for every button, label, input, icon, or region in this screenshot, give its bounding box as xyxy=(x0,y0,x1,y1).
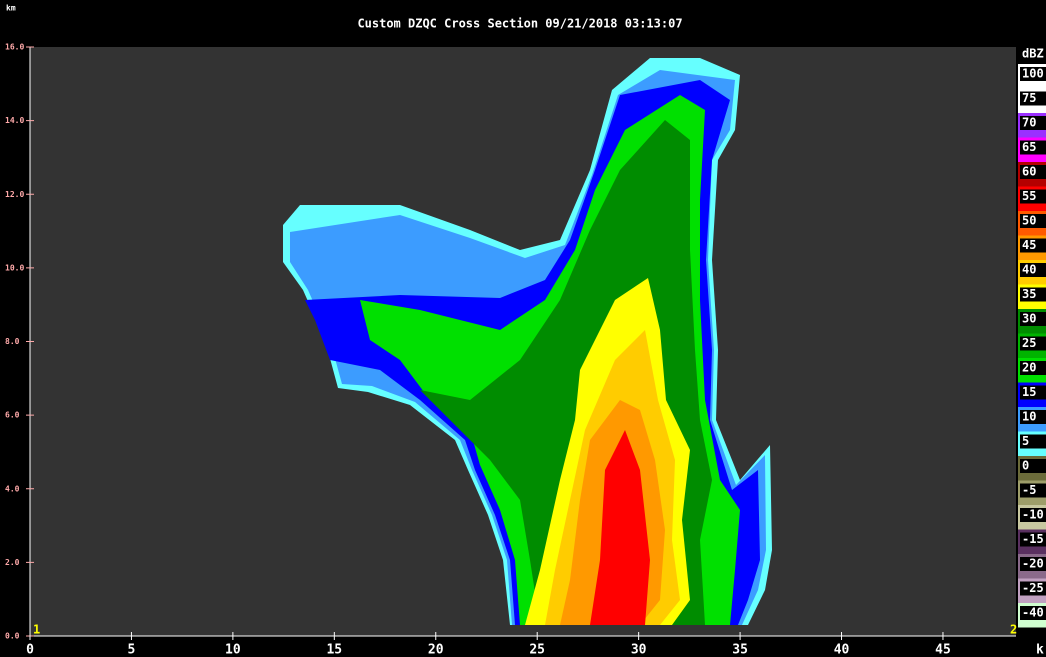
colorbar-tick-label: 35 xyxy=(1022,287,1036,301)
x-tick-label: 35 xyxy=(732,643,748,657)
x-tick-label: 45 xyxy=(935,643,951,657)
colorbar-tick-label: 75 xyxy=(1022,91,1036,105)
y-axis-label: km xyxy=(6,4,16,13)
y-tick-label: 16.0 xyxy=(5,43,24,52)
y-tick-label: 0.0 xyxy=(5,632,20,641)
y-tick-label: 12.0 xyxy=(5,190,24,199)
x-tick-label: 10 xyxy=(225,643,241,657)
y-tick-label: 2.0 xyxy=(5,558,20,567)
x-tick-label: 40 xyxy=(834,643,850,657)
colorbar-tick-label: 65 xyxy=(1022,140,1036,154)
y-tick-label: 14.0 xyxy=(5,116,24,125)
x-tick-label: 15 xyxy=(326,643,342,657)
colorbar-tick-label: -10 xyxy=(1022,508,1044,522)
colorbar-tick-label: 30 xyxy=(1022,312,1036,326)
x-tick-label: 30 xyxy=(631,643,647,657)
colorbar-tick-label: 50 xyxy=(1022,214,1036,228)
colorbar-tick-label: 40 xyxy=(1022,263,1036,277)
x-axis-label: k xyxy=(1036,643,1044,657)
colorbar-tick-label: 20 xyxy=(1022,361,1036,375)
colorbar-tick-label: -5 xyxy=(1022,483,1036,497)
colorbar-label: dBZ xyxy=(1022,47,1044,61)
colorbar-tick-label: 10 xyxy=(1022,410,1036,424)
colorbar-tick-label: -15 xyxy=(1022,532,1044,546)
x-tick-label: 0 xyxy=(26,643,34,657)
colorbar-tick-label: 70 xyxy=(1022,116,1036,130)
y-tick-label: 8.0 xyxy=(5,337,20,346)
end-marker: 2 xyxy=(1010,623,1017,637)
colorbar-tick-label: 60 xyxy=(1022,165,1036,179)
y-tick-label: 4.0 xyxy=(5,484,20,493)
colorbar-tick-label: 25 xyxy=(1022,336,1036,350)
colorbar-tick-label: 0 xyxy=(1022,459,1029,473)
x-tick-label: 20 xyxy=(428,643,444,657)
colorbar-tick-label: -20 xyxy=(1022,557,1044,571)
y-tick-label: 10.0 xyxy=(5,263,24,272)
colorbar-tick-label: -40 xyxy=(1022,606,1044,620)
x-tick-label: 25 xyxy=(529,643,545,657)
colorbar-tick-label: 100 xyxy=(1022,67,1044,81)
colorbar-tick-label: 15 xyxy=(1022,385,1036,399)
colorbar-tick-label: 55 xyxy=(1022,189,1036,203)
start-marker: 1 xyxy=(33,623,40,637)
colorbar-tick-label: -25 xyxy=(1022,581,1044,595)
x-tick-label: 5 xyxy=(128,643,136,657)
colorbar-tick-label: 45 xyxy=(1022,238,1036,252)
y-tick-label: 6.0 xyxy=(5,411,20,420)
colorbar-tick-label: 5 xyxy=(1022,434,1029,448)
chart: Custom DZQC Cross Section 09/21/2018 03:… xyxy=(0,0,1046,657)
chart-title: Custom DZQC Cross Section 09/21/2018 03:… xyxy=(357,17,682,31)
